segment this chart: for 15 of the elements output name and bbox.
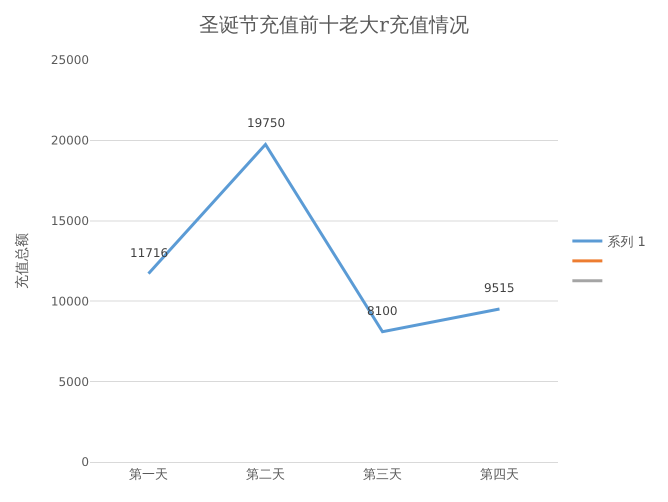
y-axis-title: 充值总额 — [14, 233, 30, 289]
y-tick-label: 20000 — [50, 134, 89, 148]
x-tick-label: 第三天 — [363, 468, 402, 483]
data-label: 19750 — [247, 116, 286, 130]
y-tick-label: 10000 — [50, 294, 89, 308]
x-tick-label: 第一天 — [129, 468, 168, 483]
y-tick-label: 0 — [81, 455, 89, 470]
y-tick-label: 25000 — [50, 53, 89, 68]
chart-title: 圣诞节充值前十老大r充值情况 — [199, 12, 469, 37]
legend-label: 系列 1 — [607, 235, 646, 250]
x-tick-label: 第四天 — [480, 468, 519, 483]
y-tick-label: 5000 — [58, 374, 89, 389]
x-tick-label: 第二天 — [246, 468, 285, 483]
y-tick-label: 15000 — [50, 214, 89, 228]
data-label: 9515 — [484, 281, 515, 295]
